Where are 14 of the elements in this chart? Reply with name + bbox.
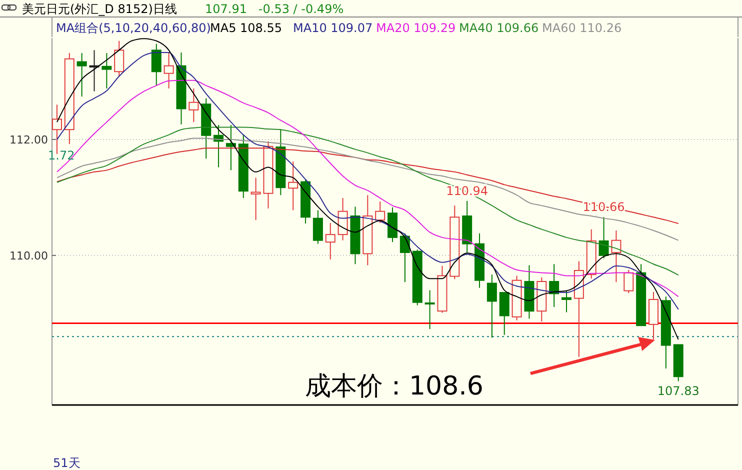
legend-title: MA组合(5,10,20,40,60,80) <box>56 21 211 35</box>
ref-line-label: 成本价：108.6 <box>305 372 484 402</box>
annotation: 107.83 <box>657 384 700 398</box>
y-tick-label: 112.00 <box>10 133 48 146</box>
text: 51天 <box>53 456 80 470</box>
text: MA5 108.55 <box>210 21 282 35</box>
chart-subtitle: 107.91 -0.53 / -0.49% <box>205 2 344 16</box>
text: MA20 109.29 <box>376 21 456 35</box>
text: MA60 110.26 <box>542 21 622 35</box>
chart-title: 美元日元(外汇_D 8152)日线 <box>22 2 177 16</box>
annotation: 1.72 <box>48 148 75 163</box>
text: MA40 109.66 <box>459 21 539 35</box>
text: MA10 109.07 <box>293 21 373 35</box>
y-tick-label: 110.00 <box>10 249 48 262</box>
